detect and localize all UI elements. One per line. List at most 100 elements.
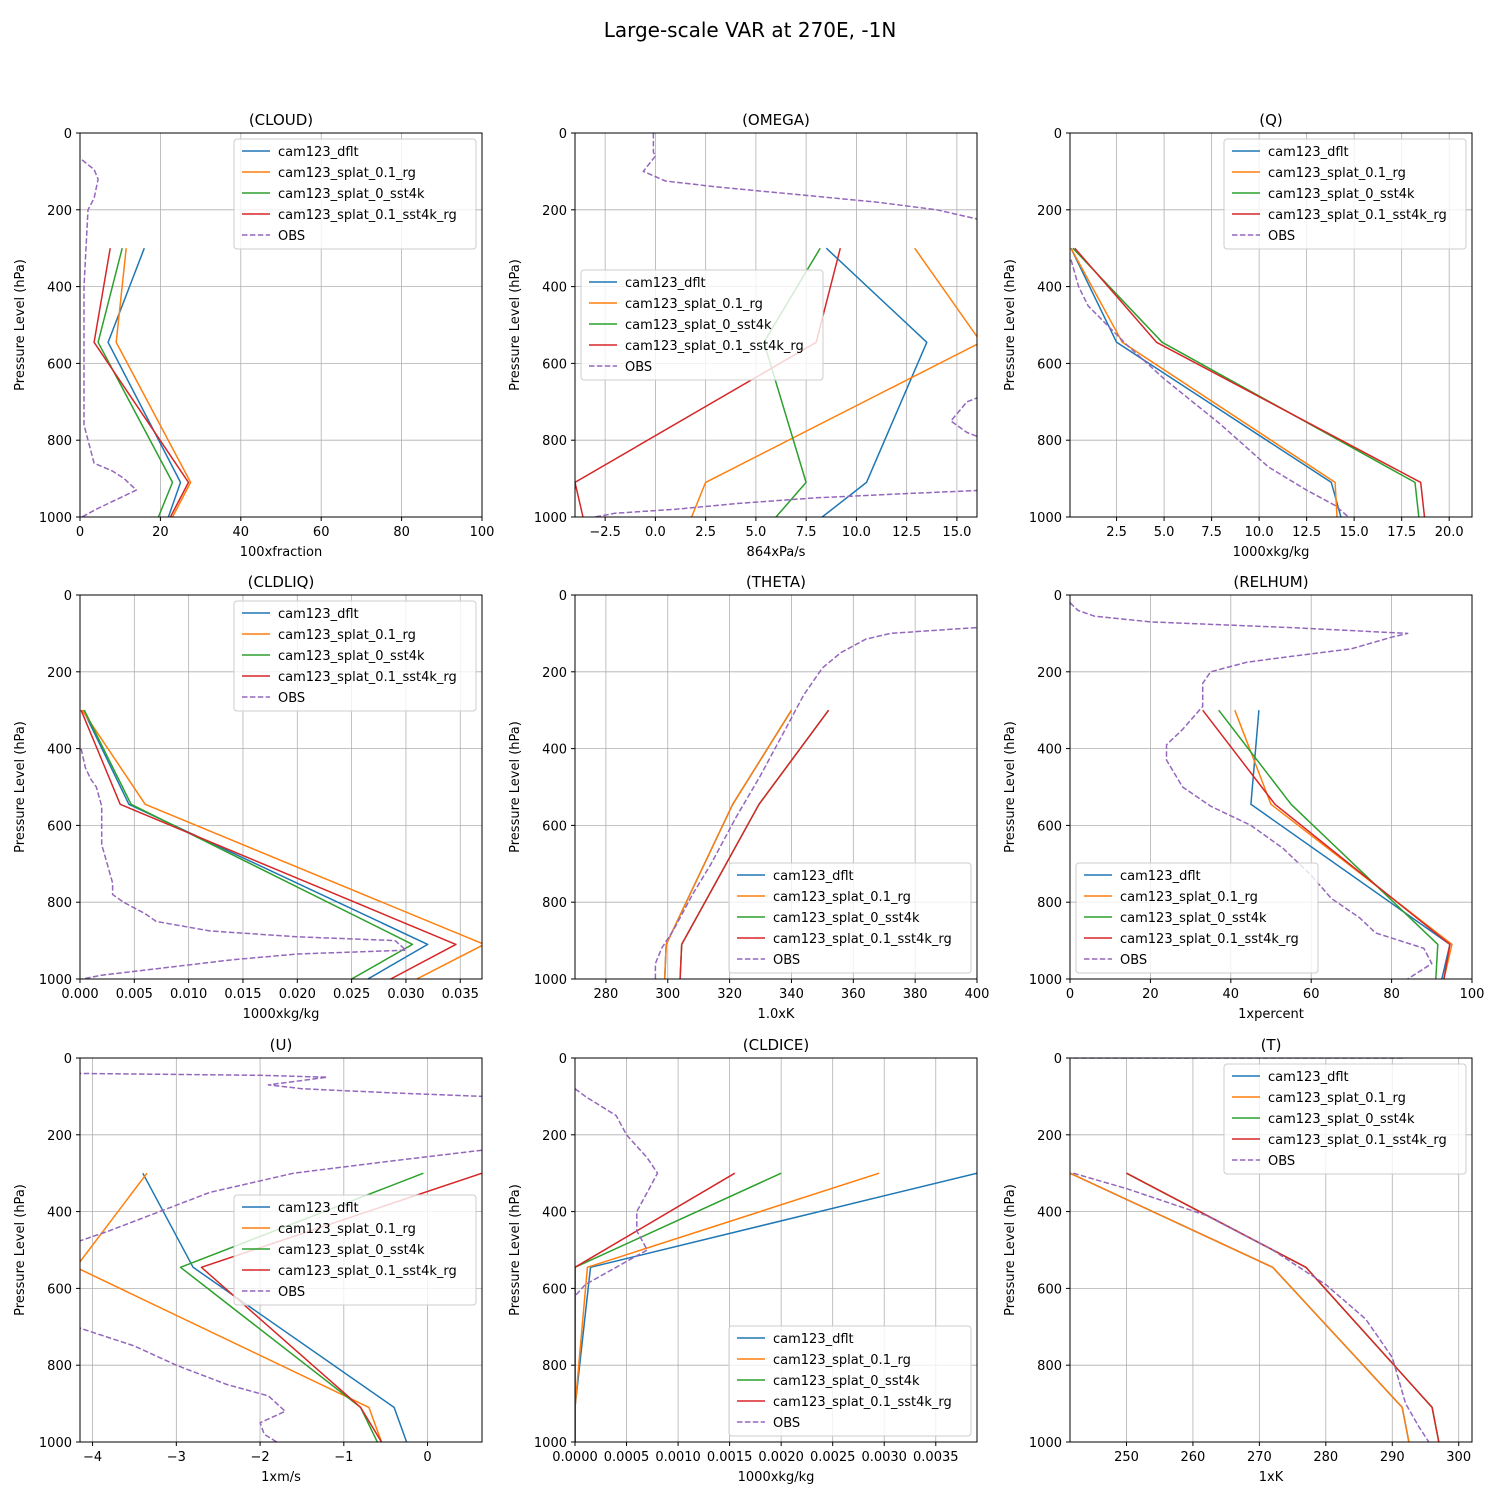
x-tick-label: 7.5: [796, 525, 817, 540]
x-tick-label: 0.030: [387, 987, 424, 1002]
x-tick-label: 17.5: [1387, 525, 1416, 540]
x-tick-label: 0: [76, 525, 84, 540]
legend-label: OBS: [1268, 1154, 1295, 1169]
legend-label: cam123_dflt: [625, 276, 706, 291]
x-tick-label: 2.5: [1106, 525, 1127, 540]
series-group: [1070, 1058, 1440, 1442]
legend-label: OBS: [278, 691, 305, 706]
y-tick-label: 0: [64, 127, 72, 142]
x-tick-label: 0.0: [645, 525, 666, 540]
y-tick-label: 600: [1037, 357, 1062, 372]
series-line-obs: [1070, 602, 1433, 979]
legend-label: cam123_dflt: [1268, 1070, 1349, 1085]
axes-frame: [79, 594, 483, 980]
legend: cam123_dflt cam123_splat_0.1_rg cam123_spl…: [233, 138, 477, 250]
y-axis-label: Pressure Level (hPa): [13, 259, 28, 391]
legend-label: OBS: [278, 229, 305, 244]
y-tick-label: 1000: [1029, 1436, 1062, 1451]
series-line-cam123-splat-0-1-sst4k-rg: [679, 709, 830, 979]
axes-frame: [1069, 1057, 1473, 1443]
y-tick-label: 400: [47, 743, 72, 758]
series-line-obs: [654, 626, 977, 979]
y-tick-label: 0: [1054, 1052, 1062, 1067]
y-tick-label: 200: [1037, 1129, 1062, 1144]
x-tick-label: 0.0000: [552, 1450, 598, 1465]
y-tick-label: 600: [1037, 819, 1062, 834]
x-tick-label: 0.0005: [604, 1450, 650, 1465]
legend-box: [728, 862, 972, 974]
y-tick-label: 800: [1037, 434, 1062, 449]
legend-label: cam123_dflt: [278, 1201, 359, 1216]
legend-label: cam123_splat_0_sst4k: [278, 649, 425, 664]
x-axis-label: 864xPa/s: [747, 545, 806, 560]
x-tick-label: 300: [655, 987, 680, 1002]
legend-box: [1223, 1063, 1467, 1175]
series-line-cam123-splat-0-1-rg: [663, 709, 793, 979]
legend-label: cam123_splat_0.1_sst4k_rg: [1268, 1133, 1447, 1148]
legend-label: OBS: [773, 1416, 800, 1431]
series-line-obs: [642, 133, 977, 220]
legend-label: cam123_dflt: [278, 145, 359, 160]
y-tick-label: 600: [1037, 1282, 1062, 1297]
series-line-cam123-splat-0-1-sst4k-rg: [575, 1172, 736, 1442]
x-tick-label: 280: [594, 987, 619, 1002]
y-tick-label: 400: [542, 281, 567, 296]
x-tick-label: 0.0020: [758, 1450, 804, 1465]
x-axis-label: 1xm/s: [261, 1470, 301, 1485]
x-tick-label: 270: [1247, 1450, 1272, 1465]
y-tick-label: 600: [47, 819, 72, 834]
panel-cldliq: 0.000 0.005 0.010 0.015 0.020 0.025 0.030 0.035…: [13, 573, 483, 1022]
y-axis-label: Pressure Level (hPa): [508, 1184, 523, 1316]
y-tick-label: 800: [47, 434, 72, 449]
series-line-cam123-splat-0-1-rg: [575, 1172, 880, 1442]
x-tick-label: 100: [1460, 987, 1485, 1002]
x-tick-label: 0.0025: [810, 1450, 856, 1465]
series-line-obs: [80, 748, 407, 979]
series-line-cam123-splat-0-1-sst4k-rg: [1202, 709, 1451, 979]
legend-label: cam123_splat_0_sst4k: [773, 911, 920, 926]
x-tick-label: 360: [841, 987, 866, 1002]
series-line-obs: [1073, 1172, 1430, 1442]
y-tick-label: 800: [542, 1359, 567, 1374]
x-axis-label: 1.0xK: [758, 1007, 795, 1022]
y-tick-label: 0: [559, 1052, 567, 1067]
y-tick-label: 0: [64, 589, 72, 604]
y-tick-label: 400: [542, 743, 567, 758]
series-line-cam123-splat-0-sst4k: [1218, 709, 1439, 979]
legend-label: cam123_splat_0.1_sst4k_rg: [1120, 932, 1299, 947]
y-tick-label: 600: [542, 819, 567, 834]
legend-label: cam123_splat_0.1_rg: [1268, 166, 1406, 181]
series-line-cam123-splat-0-sst4k: [83, 709, 414, 979]
legend-label: cam123_splat_0_sst4k: [1120, 911, 1267, 926]
x-tick-label: 0.010: [170, 987, 207, 1002]
x-tick-label: 5.0: [1154, 525, 1175, 540]
series-line-cam123-dflt: [821, 247, 928, 517]
legend: cam123_dflt cam123_splat_0.1_rg cam123_spl…: [1223, 138, 1467, 250]
series-group: [654, 626, 977, 979]
x-tick-label: 0.000: [61, 987, 98, 1002]
series-group: [575, 1088, 977, 1442]
axes-frame: [1069, 594, 1473, 980]
y-tick-label: 1000: [534, 1436, 567, 1451]
y-tick-label: 200: [1037, 666, 1062, 681]
y-tick-label: 800: [1037, 1359, 1062, 1374]
panel-relhum: 0 20 40 60 80 10002004006008001000(RELHUM)1xp…: [1003, 573, 1484, 1022]
panel-t: 250 260 270 280 290 300 0 200 400 600 800 1000 (T) 1x…: [1003, 1036, 1473, 1485]
y-tick-label: 0: [64, 1052, 72, 1067]
x-tick-label: 0.0035: [913, 1450, 959, 1465]
series-line-cam123-splat-0-1-sst4k-rg: [93, 248, 190, 517]
series-line-cam123-splat-0-1-rg: [81, 709, 482, 979]
panel-title: (CLDLIQ): [248, 573, 315, 591]
x-tick-label: −3: [167, 1450, 186, 1465]
panel-title: (RELHUM): [1233, 573, 1308, 591]
x-tick-label: −4: [83, 1450, 102, 1465]
series-line-obs: [1070, 259, 1349, 517]
legend-label: cam123_dflt: [773, 1332, 854, 1347]
x-tick-label: 2.5: [695, 525, 716, 540]
x-tick-label: 0.0015: [707, 1450, 753, 1465]
legend: cam123_dflt cam123_splat_0.1_rg cam123_spl…: [580, 269, 824, 381]
series-line-cam123-dflt: [1070, 1172, 1410, 1442]
series-line-obs: [594, 489, 977, 517]
y-tick-label: 800: [47, 896, 72, 911]
